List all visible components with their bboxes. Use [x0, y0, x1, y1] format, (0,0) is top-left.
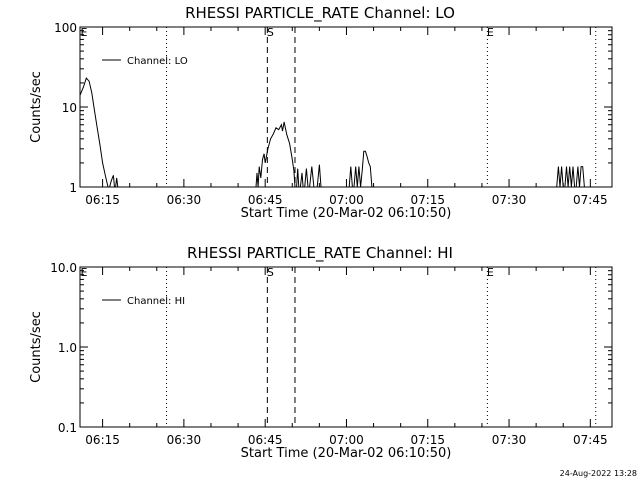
- chart-title: RHESSI PARTICLE_RATE Channel: LO: [185, 4, 455, 23]
- x-tick-label: 07:15: [410, 433, 445, 447]
- x-tick-label: 07:15: [410, 193, 445, 207]
- marker-label: E: [80, 26, 87, 39]
- marker-label: E: [80, 266, 87, 279]
- legend-label: Channel: LO: [127, 56, 188, 67]
- x-tick-label: 06:45: [248, 433, 283, 447]
- y-tick-label: 100: [54, 21, 77, 35]
- y-axis-label: Counts/sec: [29, 311, 44, 383]
- y-tick-label: 1.0: [58, 341, 77, 355]
- y-tick-label: 10.0: [50, 261, 77, 275]
- y-tick-label: 0.1: [58, 421, 77, 435]
- x-tick-label: 06:30: [167, 193, 202, 207]
- y-axis-label: Counts/sec: [29, 71, 44, 143]
- marker-label: S: [267, 26, 274, 39]
- plot-frame: [79, 26, 613, 188]
- chart-panel-lo: RHESSI PARTICLE_RATE Channel: LO 1 10 100 06…: [29, 4, 613, 221]
- legend-label: Channel: HI: [127, 296, 185, 307]
- x-tick-label: 06:30: [167, 433, 202, 447]
- y-tick-label: 10: [62, 101, 77, 115]
- x-tick-label: 07:00: [329, 193, 364, 207]
- x-axis-label: Start Time (20-Mar-02 06:10:50): [241, 446, 452, 461]
- chart-panel-hi: RHESSI PARTICLE_RATE Channel: HI 0.1 1.0 10…: [29, 244, 613, 461]
- x-tick-label: 07:00: [329, 433, 364, 447]
- plot-frame: [79, 266, 613, 428]
- chart-panels: RHESSI PARTICLE_RATE Channel: LO 1 10 100 06…: [29, 4, 613, 461]
- y-tick-label: 1: [69, 181, 77, 195]
- x-tick-label: 07:45: [573, 433, 608, 447]
- marker-label: S: [267, 266, 274, 279]
- chart-title: RHESSI PARTICLE_RATE Channel: HI: [187, 244, 453, 263]
- date-stamp: 24-Aug-2022 13:28: [560, 469, 637, 478]
- x-tick-label: 06:15: [85, 433, 120, 447]
- x-tick-label: 07:45: [573, 193, 608, 207]
- x-tick-label: 06:45: [248, 193, 283, 207]
- x-tick-label: 06:15: [85, 193, 120, 207]
- rate-series-line: [79, 77, 585, 188]
- marker-label: E: [487, 266, 494, 279]
- x-axis-label: Start Time (20-Mar-02 06:10:50): [241, 206, 452, 221]
- x-tick-label: 07:30: [492, 433, 527, 447]
- x-tick-label: 07:30: [492, 193, 527, 207]
- marker-label: E: [487, 26, 494, 39]
